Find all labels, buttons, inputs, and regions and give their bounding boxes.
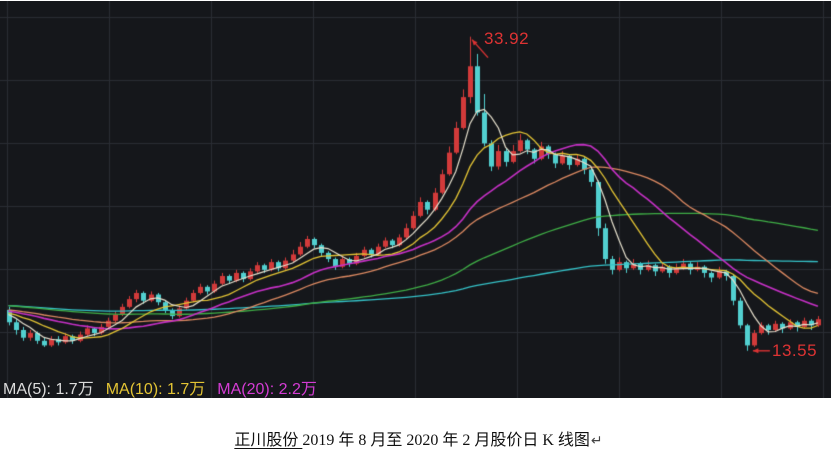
peak-price-annotation: 33.92 — [484, 29, 530, 48]
ma10-legend-label: MA(10): 1.7万 — [105, 381, 206, 398]
caption-stock-name: 正川股份 — [234, 432, 303, 449]
ma5-legend-label: MA(5): 1.7万 — [3, 381, 94, 398]
ma20-legend-label: MA(20): 2.2万 — [217, 381, 317, 398]
low-price-annotation: 13.55 — [772, 341, 818, 360]
caption-text: 2019 年 8 月至 2020 年 2 月股价日 K 线图 — [302, 432, 590, 449]
kline-canvas — [0, 1, 831, 398]
paragraph-return-mark: ↵ — [590, 434, 603, 449]
figure-caption: 正川股份 2019 年 8 月至 2020 年 2 月股价日 K 线图↵ — [0, 426, 837, 450]
ma-legend: MA(5): 1.7万 MA(10): 1.7万 MA(20): 2.2万 — [3, 375, 317, 399]
kline-chart: 33.92 13.55 MA(5): 1.7万 MA(10): 1.7万 MA(… — [0, 1, 831, 398]
